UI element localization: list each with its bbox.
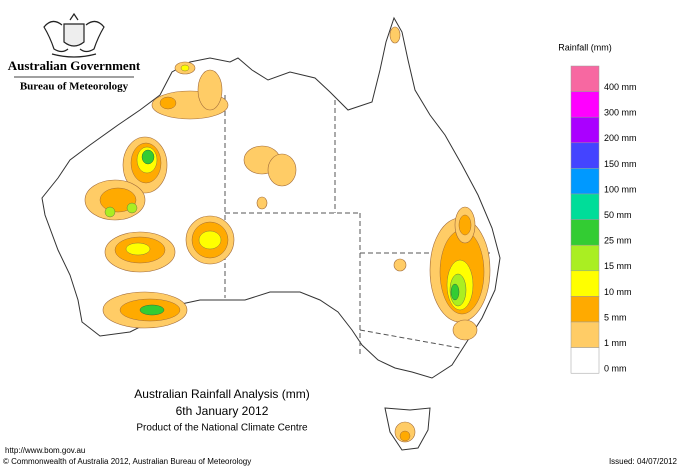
- legend-swatch: [570, 296, 600, 323]
- url: http://www.bom.gov.au: [5, 446, 85, 455]
- copyright: © Commonwealth of Australia 2012, Austra…: [3, 457, 251, 466]
- legend-title: Rainfall (mm): [558, 42, 612, 52]
- legend-label: 150 mm: [604, 159, 637, 169]
- legend-label: 300 mm: [604, 108, 637, 118]
- legend: 400 mm 300 mm 200 mm 150 mm 100 mm 50 mm 25 mm…: [570, 65, 637, 374]
- government: Australian Government: [8, 58, 141, 73]
- legend-label: 5 mm: [604, 312, 627, 322]
- legend-label: 10 mm: [604, 287, 632, 297]
- legend-label: 1 mm: [604, 338, 627, 348]
- legend-swatch: [570, 321, 600, 348]
- agency: Bureau of Meteorology: [20, 81, 129, 93]
- legend-swatch: [570, 91, 600, 118]
- issued: Issued: 04/07/2012: [609, 457, 678, 466]
- emblem: [43, 12, 105, 58]
- map: [41, 16, 501, 451]
- map-title: Australian Rainfall Analysis (mm): [134, 387, 309, 401]
- legend-swatch: [570, 219, 600, 246]
- legend-swatch: [570, 193, 600, 220]
- legend-label: 100 mm: [604, 184, 637, 194]
- legend-label: 400 mm: [604, 82, 637, 92]
- legend-swatch: [570, 65, 600, 92]
- legend-swatch: [570, 168, 600, 195]
- legend-swatch: [570, 116, 600, 144]
- legend-label: 25 mm: [604, 236, 632, 246]
- legend-label: 50 mm: [604, 210, 632, 220]
- legend-swatch: [570, 270, 600, 297]
- legend-label: 15 mm: [604, 261, 632, 271]
- legend-swatch: [570, 142, 600, 169]
- map-product: Product of the National Climate Centre: [136, 423, 308, 434]
- state-borders: [224, 95, 490, 355]
- legend-swatch: [570, 347, 600, 374]
- legend-swatch: [570, 244, 600, 272]
- legend-label: 200 mm: [604, 133, 637, 143]
- legend-label: 0 mm: [604, 364, 627, 374]
- map-date: 6th January 2012: [176, 404, 269, 418]
- rainfall-areas: [84, 26, 491, 443]
